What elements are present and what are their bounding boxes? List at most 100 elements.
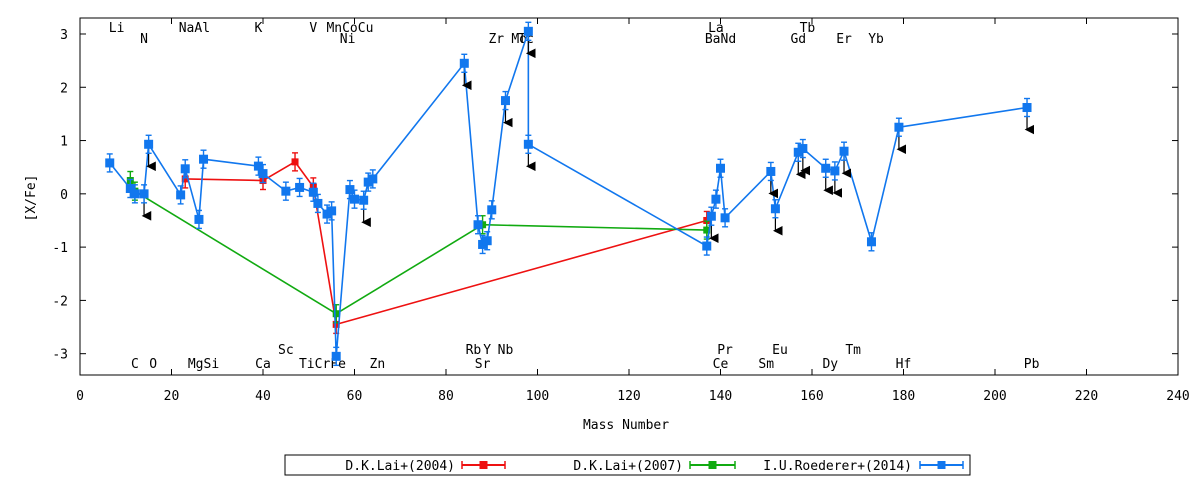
data-point bbox=[144, 139, 154, 149]
data-point bbox=[720, 213, 730, 223]
x-tick-label: 200 bbox=[983, 389, 1006, 404]
series-roederer2014 bbox=[105, 21, 1035, 367]
element-label: Sm bbox=[758, 357, 774, 372]
data-point bbox=[523, 139, 533, 149]
y-tick-label: -1 bbox=[52, 241, 68, 256]
data-point bbox=[308, 187, 318, 197]
data-point bbox=[253, 161, 263, 171]
element-label: BaNd bbox=[705, 32, 736, 47]
data-point bbox=[1022, 103, 1032, 113]
x-tick-label: 20 bbox=[164, 389, 180, 404]
data-point bbox=[894, 122, 904, 132]
element-label: Ce bbox=[713, 357, 729, 372]
y-tick-label: 0 bbox=[60, 188, 68, 203]
x-axis-label: Mass Number bbox=[583, 418, 669, 433]
legend-swatch-marker bbox=[708, 461, 717, 469]
element-label: Tm bbox=[845, 343, 861, 358]
element-label: Er bbox=[836, 32, 852, 47]
data-point bbox=[766, 166, 776, 176]
data-point bbox=[194, 214, 204, 224]
plot-area bbox=[79, 17, 1179, 376]
x-tick-label: 140 bbox=[709, 389, 732, 404]
data-point bbox=[332, 310, 340, 318]
element-label: K bbox=[255, 21, 263, 36]
data-point bbox=[199, 154, 209, 164]
element-label: Pr bbox=[717, 343, 733, 358]
data-point bbox=[706, 211, 716, 221]
data-point bbox=[459, 58, 469, 68]
data-point bbox=[363, 177, 373, 187]
data-point bbox=[473, 220, 483, 230]
legend-label: D.K.Lai+(2004) bbox=[345, 459, 455, 474]
x-tick-label: 120 bbox=[617, 389, 640, 404]
x-tick-label: 80 bbox=[438, 389, 454, 404]
legend-swatch-marker bbox=[479, 461, 488, 469]
data-point bbox=[331, 351, 341, 361]
data-point bbox=[322, 209, 332, 219]
element-label: O bbox=[149, 357, 157, 372]
element-label: Hf bbox=[896, 357, 912, 372]
legend: D.K.Lai+(2004) D.K.Lai+(2007) I.U.Roederer… bbox=[284, 454, 971, 476]
data-point bbox=[139, 189, 149, 199]
y-tick-label: 3 bbox=[60, 28, 68, 43]
element-label: N bbox=[140, 32, 148, 47]
series-layer bbox=[105, 21, 1035, 367]
data-point bbox=[313, 198, 323, 208]
data-point bbox=[793, 147, 803, 157]
data-point bbox=[345, 185, 355, 195]
x-tick-label: 220 bbox=[1075, 389, 1098, 404]
data-point bbox=[479, 221, 487, 229]
x-tick-label: 0 bbox=[76, 389, 84, 404]
data-point bbox=[350, 194, 359, 204]
element-label: Zn bbox=[370, 357, 386, 372]
data-point bbox=[105, 158, 115, 168]
data-point bbox=[258, 169, 268, 179]
series-line bbox=[185, 160, 707, 326]
series-lai2004 bbox=[181, 152, 711, 335]
element-label: Eu bbox=[772, 343, 788, 358]
legend-label: I.U.Roederer+(2014) bbox=[763, 459, 912, 474]
y-axis-label: [X/Fe] bbox=[24, 175, 39, 222]
axes: 0 20 40 60 80 100 120 140 160 180 200 220 240 3 2 1 0 -1 -… bbox=[52, 18, 1190, 404]
element-label: Ni bbox=[340, 32, 356, 47]
element-label: Tb bbox=[800, 21, 816, 36]
data-point bbox=[500, 96, 510, 106]
data-point bbox=[830, 166, 840, 176]
data-point bbox=[487, 205, 497, 215]
data-point bbox=[703, 226, 711, 234]
data-point bbox=[770, 204, 780, 214]
element-label: Y bbox=[483, 343, 491, 358]
element-label: Sr bbox=[475, 357, 491, 372]
legend-box bbox=[284, 454, 971, 476]
element-label: C bbox=[131, 357, 139, 372]
data-point bbox=[368, 174, 378, 184]
data-point bbox=[125, 184, 135, 194]
data-point bbox=[839, 146, 849, 156]
x-tick-label: 100 bbox=[526, 389, 549, 404]
data-point bbox=[295, 182, 305, 192]
x-tick-label: 240 bbox=[1166, 389, 1189, 404]
series-lai2007 bbox=[126, 170, 711, 324]
element-label: NaAl bbox=[179, 21, 210, 36]
element-label: MgSi bbox=[188, 357, 219, 372]
data-point bbox=[798, 144, 808, 154]
x-tick-label: 180 bbox=[892, 389, 915, 404]
data-point bbox=[716, 163, 725, 173]
element-label: Ca bbox=[255, 357, 271, 372]
data-point bbox=[702, 241, 712, 251]
data-point bbox=[281, 186, 291, 196]
data-point bbox=[478, 239, 488, 249]
y-tick-label: 1 bbox=[60, 135, 68, 150]
y-tick-label: -2 bbox=[52, 294, 68, 309]
element-label: Pb bbox=[1024, 357, 1040, 372]
x-tick-label: 60 bbox=[347, 389, 363, 404]
y-tick-label: -3 bbox=[52, 348, 68, 363]
element-label: La bbox=[708, 21, 724, 36]
data-point bbox=[130, 189, 140, 199]
element-label: Nb bbox=[498, 343, 514, 358]
element-label: Gd bbox=[790, 32, 806, 47]
element-label: MnCoCu bbox=[326, 21, 373, 36]
element-label: Rb bbox=[466, 343, 482, 358]
x-tick-label: 40 bbox=[255, 389, 271, 404]
